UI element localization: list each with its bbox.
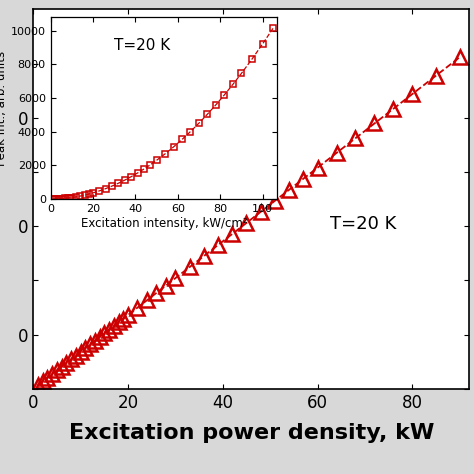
X-axis label: Excitation power density, kW: Excitation power density, kW bbox=[69, 423, 434, 443]
Text: T=20 K: T=20 K bbox=[330, 215, 396, 233]
